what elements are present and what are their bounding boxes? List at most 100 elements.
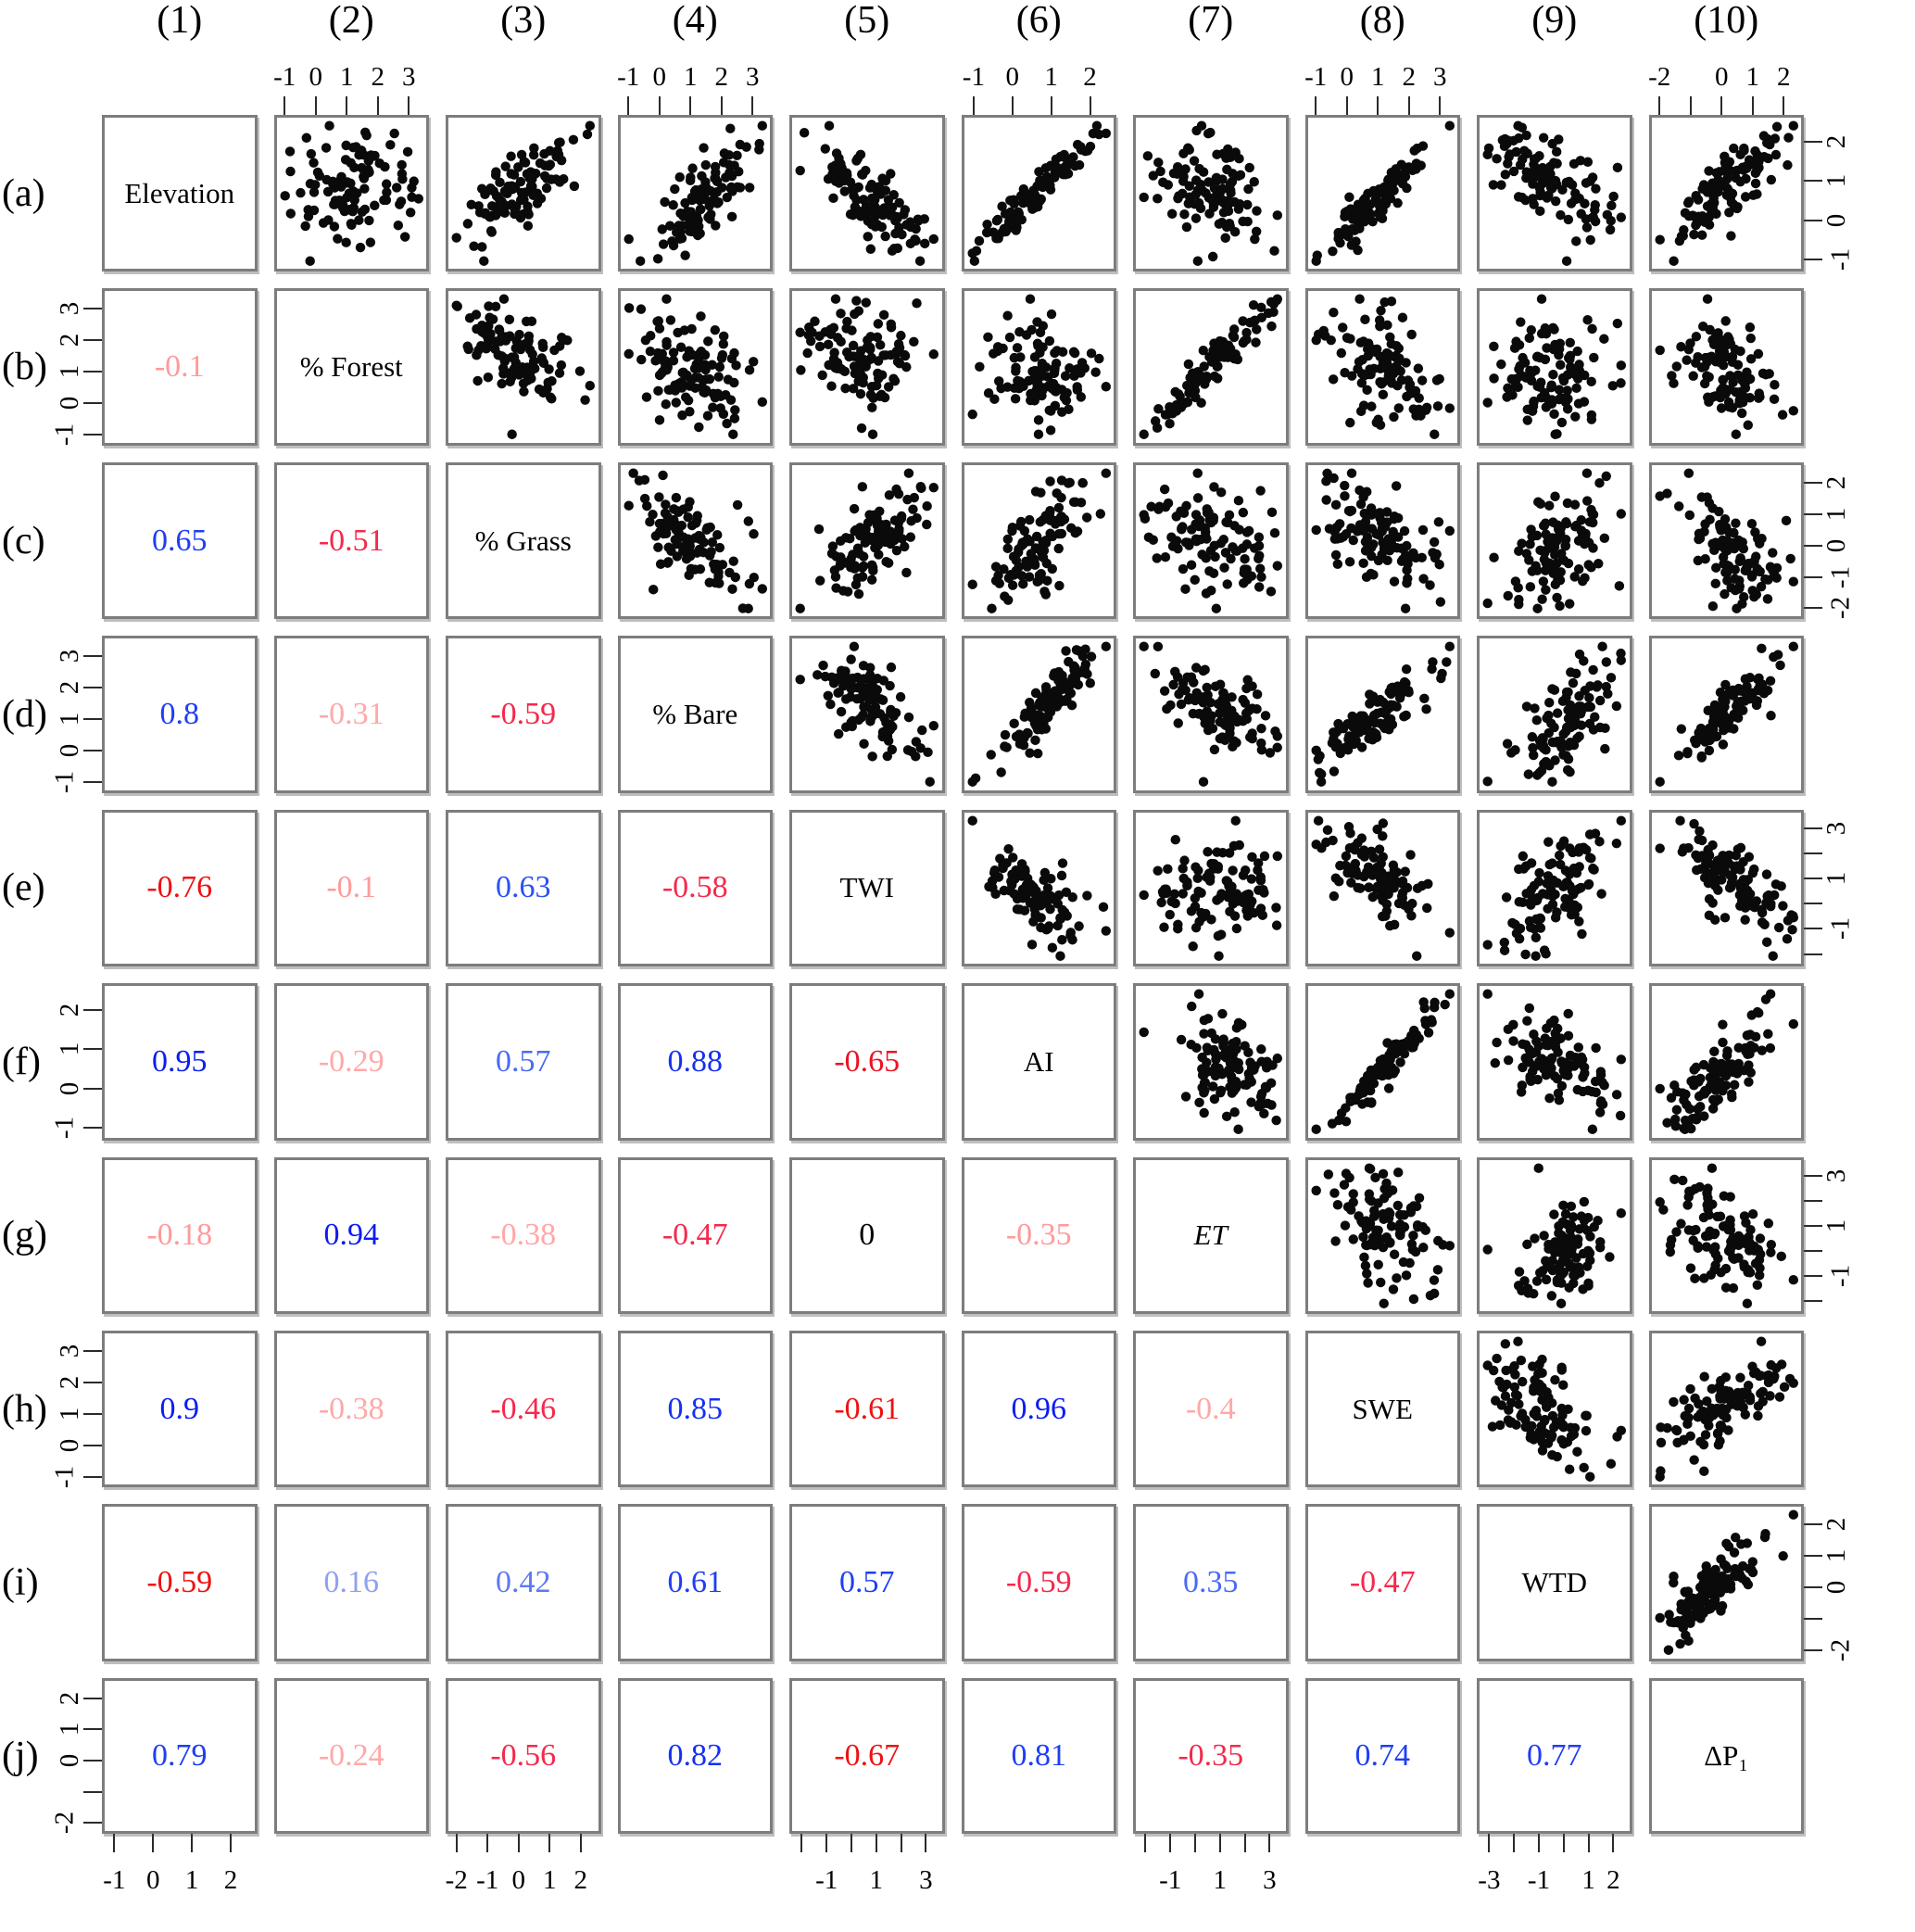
correlation-cell: -0.76 — [102, 809, 258, 967]
axis-tick-label: -1 — [103, 1865, 126, 1895]
correlation-cell: 0.9 — [102, 1330, 258, 1488]
correlation-cell: 0.61 — [617, 1504, 773, 1661]
column-header: (10) — [1694, 0, 1759, 42]
axis-tick-label: 2 — [54, 1003, 84, 1017]
tick-mark — [152, 1834, 155, 1852]
tick-mark — [1804, 1250, 1822, 1253]
row-gutter-left: (a) — [0, 115, 85, 271]
axis-tick-label: 2 — [54, 1691, 84, 1705]
scatter-plot — [1654, 641, 1798, 788]
axis-tick-label: 0 — [309, 62, 322, 92]
scatter-plot — [1310, 294, 1455, 440]
correlation-cell: -0.38 — [273, 1330, 429, 1488]
correlation-cell: 0.42 — [446, 1504, 601, 1661]
tick-mark — [83, 339, 102, 342]
column-header: (5) — [844, 0, 890, 42]
tick-mark — [1562, 1834, 1565, 1852]
axis-tick-label: 0 — [1821, 538, 1851, 552]
scatter-cell — [1133, 983, 1289, 1141]
scatter-cell — [1648, 983, 1804, 1141]
tick-mark — [1804, 827, 1822, 830]
tick-mark — [689, 96, 692, 115]
right-axis: -2 -1 0 1 2 — [1804, 462, 1865, 620]
tick-mark — [627, 96, 630, 115]
tick-mark — [83, 308, 102, 310]
axis-tick-label: -1 — [1825, 917, 1856, 941]
tick-mark — [1243, 1834, 1246, 1852]
axis-tick-label: -1 — [1159, 1865, 1182, 1895]
tick-mark — [1050, 96, 1052, 115]
scatter-plot — [795, 468, 939, 613]
row-gutter-right: -1 1 3 — [1804, 810, 1915, 966]
scatter-plot — [966, 120, 1111, 266]
axis-tick-label: 1 — [184, 1865, 199, 1895]
scatter-plot — [1654, 120, 1798, 266]
tick-mark — [83, 718, 102, 721]
axis-tick-label: 3 — [1821, 1168, 1851, 1183]
correlation-value: -0.35 — [1005, 1218, 1072, 1253]
tick-mark — [1804, 180, 1822, 183]
correlation-value: -0.58 — [661, 870, 728, 905]
axis-tick-label: 2 — [54, 1375, 84, 1390]
axis-tick-label: -2 — [1825, 597, 1856, 620]
tick-mark — [83, 1349, 102, 1352]
tick-mark — [83, 1126, 102, 1129]
scatter-plot — [966, 294, 1111, 440]
tick-mark — [83, 1728, 102, 1731]
axis-tick-label: 2 — [54, 334, 84, 347]
left-axis: -1 0 1 2 3 — [41, 636, 102, 793]
row-gutter-right — [1821, 983, 1915, 1140]
scatter-plot — [279, 120, 423, 266]
tick-mark — [455, 1834, 458, 1852]
tick-mark — [1194, 1834, 1196, 1852]
correlation-cell: -0.1 — [102, 288, 258, 446]
scatter-cell — [961, 461, 1116, 620]
axis-tick-label: 0 — [511, 1865, 525, 1895]
correlation-value: -0.31 — [318, 696, 384, 731]
row-label: (d) — [2, 692, 47, 736]
tick-mark — [925, 1834, 927, 1852]
tick-mark — [83, 402, 102, 405]
tick-mark — [1804, 852, 1822, 855]
scatter-cell — [1648, 1504, 1804, 1661]
axis-tick-label: 2 — [573, 1865, 587, 1895]
correlation-cell: -0.51 — [273, 461, 429, 620]
row-gutter-left: (j) -2 0 1 2 — [0, 1678, 102, 1834]
tick-mark — [83, 780, 102, 783]
correlation-value: -0.76 — [146, 870, 213, 905]
axis-tick-label: 1 — [54, 712, 84, 726]
axis-tick-label: -1 — [1825, 1265, 1856, 1288]
axis-tick-label: 2 — [1821, 134, 1851, 149]
variable-label: WTD — [1521, 1566, 1588, 1599]
correlation-value: 0.16 — [323, 1565, 380, 1600]
row-gutter-left: (e) — [0, 810, 85, 966]
scatter-cell — [617, 288, 773, 446]
scatter-cell — [1477, 461, 1632, 620]
tick-mark — [1612, 1834, 1615, 1852]
scatter-plot — [623, 120, 767, 266]
scatter-cell — [446, 115, 601, 272]
row-gutter-left: (g) — [0, 1157, 85, 1314]
diagonal-label-cell: % Forest — [273, 288, 429, 446]
bottom-axis: -1 0 1 2 — [102, 1834, 258, 1932]
tick-mark — [1169, 1834, 1172, 1852]
tick-mark — [800, 1834, 803, 1852]
scatter-cell — [1304, 636, 1460, 793]
correlation-value: -0.29 — [318, 1043, 384, 1079]
scatter-plot — [1139, 815, 1283, 961]
tick-mark — [1804, 1523, 1822, 1526]
axis-tick-label: 0 — [1821, 1580, 1851, 1595]
column-header: (2) — [328, 0, 374, 42]
scatter-cell — [1648, 1330, 1804, 1488]
scatter-cell — [789, 288, 945, 446]
correlation-value: 0.77 — [1527, 1737, 1582, 1773]
scatter-plot — [1654, 468, 1798, 613]
tick-mark — [1804, 1275, 1822, 1278]
axis-tick-label: -1 — [49, 423, 80, 447]
right-axis: -1 0 1 2 — [1804, 115, 1865, 271]
correlation-value: 0.74 — [1354, 1737, 1411, 1773]
axis-tick-label: 1 — [1044, 62, 1058, 92]
tick-mark — [83, 655, 102, 658]
row-label: (b) — [2, 346, 47, 389]
correlation-cell: 0.35 — [1133, 1504, 1289, 1661]
